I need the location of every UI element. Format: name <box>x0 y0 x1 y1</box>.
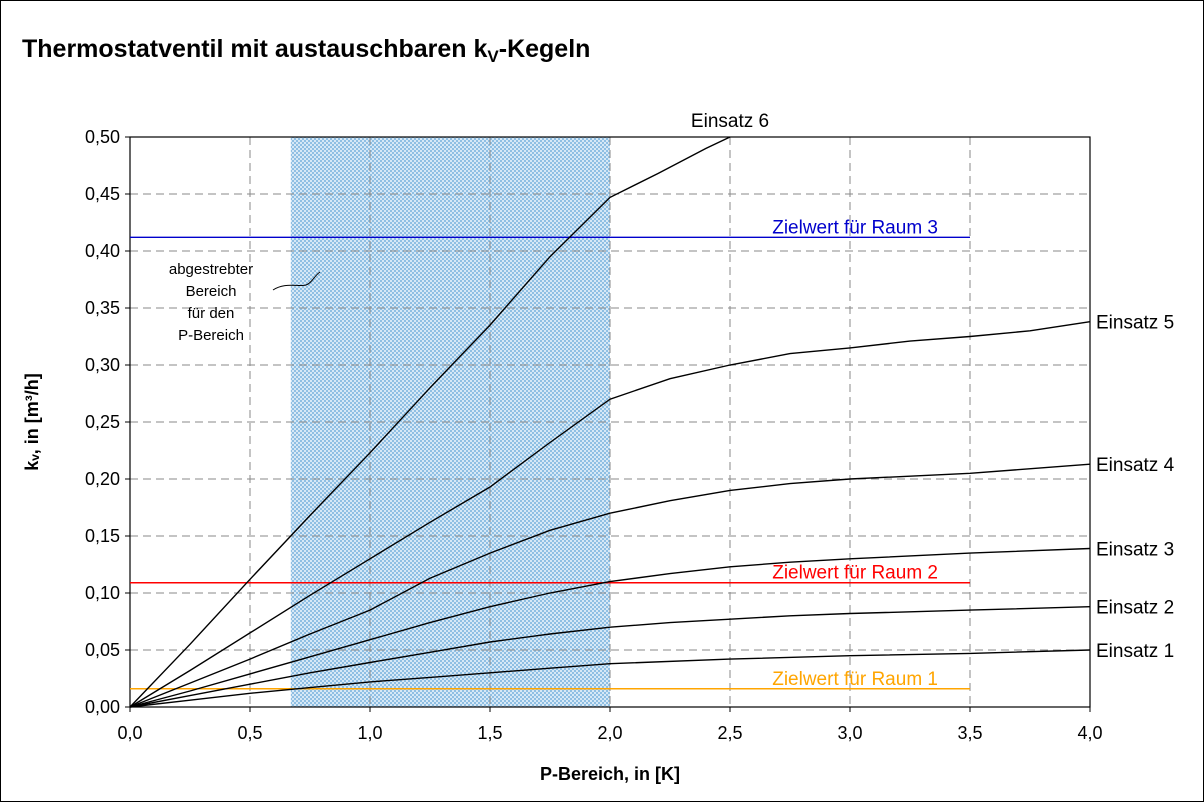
x-tick-label: 1,5 <box>477 723 502 743</box>
series-label: Einsatz 2 <box>1096 598 1174 619</box>
y-tick-label: 0,20 <box>85 469 120 489</box>
series-line <box>129 136 731 708</box>
y-tick-label: 0,15 <box>85 526 120 546</box>
y-tick-label: 0,50 <box>85 127 120 147</box>
x-tick-label: 0,5 <box>237 723 262 743</box>
series-line <box>129 321 1091 708</box>
series-label: Einsatz 4 <box>1096 455 1175 476</box>
y-tick-label: 0,10 <box>85 583 120 603</box>
y-tick-label: 0,25 <box>85 412 120 432</box>
series-label: Einsatz 1 <box>1096 641 1174 662</box>
y-tick-label: 0,00 <box>85 697 120 717</box>
target-label: Zielwert für Raum 1 <box>772 669 938 690</box>
band-note-line: für den <box>188 305 235 322</box>
target-label: Zielwert für Raum 3 <box>772 217 938 238</box>
y-axis-title: kᵥ, in [m³/h] <box>22 373 42 471</box>
band-note-line: Bereich <box>186 283 237 300</box>
band-note-line: abgestrebter <box>169 261 253 278</box>
target-label: Zielwert für Raum 2 <box>772 563 938 584</box>
series-line <box>129 463 1091 708</box>
y-tick-label: 0,40 <box>85 241 120 261</box>
x-tick-label: 2,0 <box>597 723 622 743</box>
y-tick-label: 0,35 <box>85 298 120 318</box>
y-tick-label: 0,05 <box>85 640 120 660</box>
series-line <box>129 547 1091 708</box>
series-label: Einsatz 3 <box>1096 540 1174 561</box>
x-tick-label: 1,0 <box>357 723 382 743</box>
band-note-leader <box>272 271 321 291</box>
series-label: Einsatz 5 <box>1096 313 1174 334</box>
x-tick-label: 3,0 <box>837 723 862 743</box>
series-line <box>129 606 1091 708</box>
y-tick-label: 0,45 <box>85 184 120 204</box>
x-tick-label: 4,0 <box>1077 723 1102 743</box>
series-label: Einsatz 6 <box>691 111 769 132</box>
chart-title: Thermostatventil mit austauschbaren kV-K… <box>22 35 590 66</box>
x-tick-label: 0,0 <box>117 723 142 743</box>
x-tick-label: 3,5 <box>957 723 982 743</box>
x-axis-title: P-Bereich, in [K] <box>540 764 680 784</box>
y-tick-label: 0,30 <box>85 355 120 375</box>
band-note-line: P-Bereich <box>178 327 244 344</box>
x-tick-label: 2,5 <box>717 723 742 743</box>
series-line <box>129 649 1091 708</box>
